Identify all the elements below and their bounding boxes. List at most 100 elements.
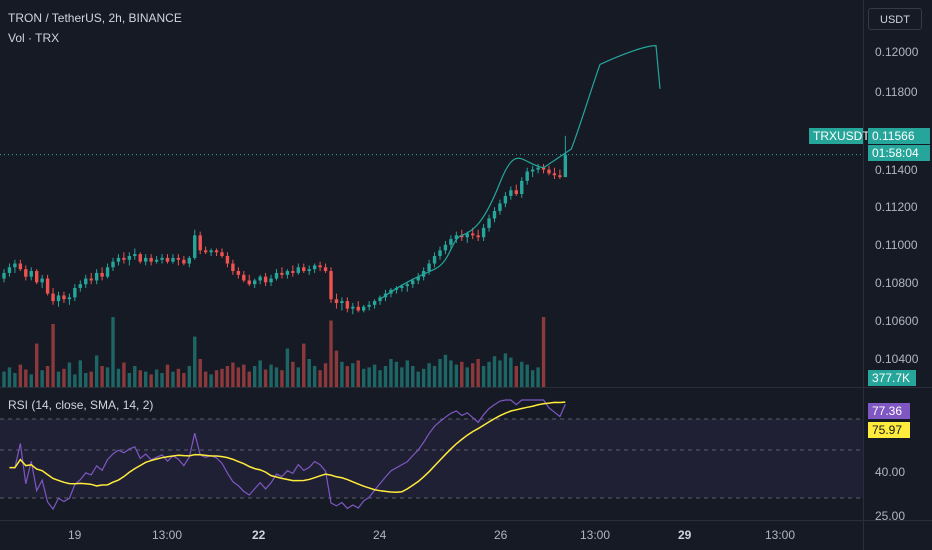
volume-bar bbox=[247, 371, 251, 387]
volume-bar bbox=[454, 364, 459, 387]
candle-body bbox=[536, 167, 540, 170]
candle-body bbox=[263, 276, 268, 283]
volume-bar bbox=[465, 367, 469, 387]
candle-body bbox=[503, 195, 508, 204]
price-tick: 0.11000 bbox=[875, 238, 918, 252]
candle-body bbox=[416, 276, 420, 281]
volume-bar bbox=[105, 367, 110, 387]
volume-bar bbox=[351, 363, 355, 387]
candle-body bbox=[520, 180, 524, 195]
candle-body bbox=[40, 278, 44, 283]
volume-bar bbox=[62, 368, 66, 387]
volume-bar bbox=[209, 374, 213, 387]
volume-bar bbox=[498, 360, 502, 387]
volume-bar bbox=[24, 369, 28, 387]
volume-bar bbox=[492, 356, 497, 387]
volume-bar bbox=[476, 359, 480, 387]
candle-body bbox=[405, 284, 409, 287]
rsi-pane-separator[interactable] bbox=[0, 387, 932, 388]
time-label: 24 bbox=[373, 528, 387, 542]
volume-bar bbox=[7, 367, 12, 387]
volume-bar bbox=[329, 320, 333, 387]
candle-body bbox=[138, 254, 142, 262]
volume-bar bbox=[144, 371, 148, 387]
volume-legend[interactable]: Vol · TRX bbox=[8, 31, 60, 45]
volume-bar bbox=[73, 374, 77, 387]
volume-bar bbox=[509, 357, 513, 387]
volume-bar bbox=[389, 359, 393, 387]
rsi-sma-line bbox=[9, 401, 566, 494]
candle-body bbox=[160, 257, 164, 260]
candle-body bbox=[307, 269, 311, 272]
candle-body bbox=[471, 233, 475, 236]
volume-bar bbox=[176, 368, 181, 387]
volume-bar bbox=[220, 368, 224, 387]
candle-body bbox=[291, 271, 295, 273]
volume-bar bbox=[411, 366, 415, 387]
rsi-band bbox=[0, 419, 863, 498]
volume-tag: 377.7K bbox=[868, 370, 916, 386]
symbol-legend[interactable]: TRON / TetherUS, 2h, BINANCE bbox=[8, 11, 182, 25]
volume-bar bbox=[160, 373, 164, 387]
candle-body bbox=[193, 235, 197, 258]
candle-body bbox=[94, 272, 99, 281]
candle-body bbox=[530, 169, 535, 172]
candle-body bbox=[514, 190, 518, 195]
volume-bar bbox=[285, 348, 290, 387]
volume-bar bbox=[138, 370, 142, 387]
candle-body bbox=[274, 272, 279, 279]
volume-bar bbox=[203, 371, 208, 387]
candle-body bbox=[427, 263, 431, 272]
volume-bar bbox=[487, 361, 491, 387]
volume-bar bbox=[302, 343, 306, 387]
candle-body bbox=[411, 280, 415, 285]
candle-body bbox=[481, 227, 486, 238]
volume-bar bbox=[405, 360, 409, 387]
volume-bar bbox=[40, 370, 44, 387]
rsi-tick: 25.00 bbox=[875, 509, 906, 523]
volume-bar bbox=[29, 374, 33, 387]
symbol-tag: TRXUSDT bbox=[809, 128, 870, 144]
candle-body bbox=[345, 301, 350, 309]
volume-bar bbox=[258, 360, 262, 387]
volume-bar bbox=[269, 364, 273, 387]
candle-body bbox=[56, 295, 61, 302]
candle-body bbox=[247, 280, 251, 285]
volume-bar bbox=[400, 367, 404, 387]
volume-bar bbox=[471, 363, 475, 387]
volume-bar bbox=[520, 361, 524, 387]
candle-body bbox=[487, 218, 491, 228]
candle-body bbox=[476, 235, 480, 238]
candle-body bbox=[84, 278, 88, 285]
volume-bar bbox=[116, 368, 121, 387]
volume-bar bbox=[56, 371, 61, 387]
currency-button[interactable]: USDT bbox=[868, 8, 922, 30]
candle-body bbox=[547, 169, 551, 174]
volume-bar bbox=[323, 363, 328, 387]
volume-bar bbox=[51, 324, 55, 387]
candle-body bbox=[492, 210, 497, 219]
candle-body bbox=[29, 271, 33, 277]
volume-bar bbox=[193, 336, 197, 387]
candle-body bbox=[133, 254, 137, 257]
candle-body bbox=[198, 235, 202, 251]
volume-bar bbox=[356, 360, 360, 387]
candle-body bbox=[176, 257, 181, 260]
candle-body bbox=[552, 173, 557, 176]
candle-body bbox=[372, 301, 377, 305]
volume-bar bbox=[438, 359, 442, 387]
candle-body bbox=[209, 250, 213, 253]
volume-bar bbox=[78, 360, 82, 387]
volume-bar bbox=[225, 366, 230, 387]
candle-body bbox=[127, 256, 132, 260]
rsi-legend[interactable]: RSI (14, close, SMA, 14, 2) bbox=[8, 398, 154, 412]
candle-body bbox=[116, 257, 121, 262]
candle-body bbox=[231, 263, 235, 272]
candle-body bbox=[509, 190, 513, 196]
candle-body bbox=[7, 267, 12, 273]
candle-body bbox=[122, 257, 126, 260]
candle-body bbox=[51, 293, 55, 302]
price-tick: 0.10600 bbox=[875, 314, 919, 328]
volume-bar bbox=[198, 359, 202, 387]
